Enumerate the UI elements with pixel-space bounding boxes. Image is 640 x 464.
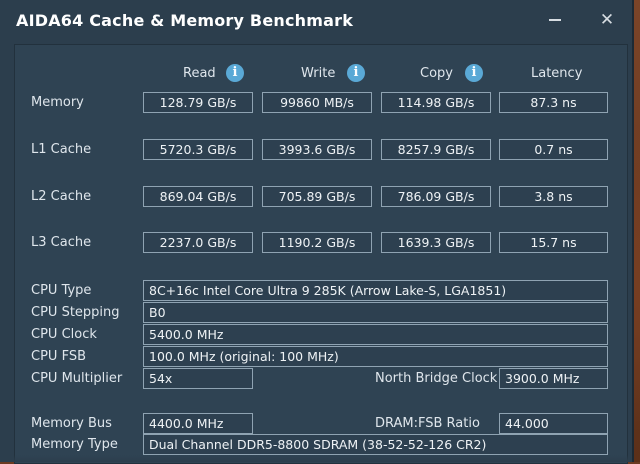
cpu-type-value: 8C+16c Intel Core Ultra 9 285K (Arrow La… [143,280,608,301]
window-title: AIDA64 Cache & Memory Benchmark [16,11,354,30]
l3-read-value: 2237.0 GB/s [143,232,253,253]
header-copy: Copy [420,66,453,81]
header-write: Write [301,66,336,81]
close-button[interactable]: ✕ [592,8,622,32]
l3-latency-value: 15.7 ns [499,232,608,253]
l2-latency-value: 3.8 ns [499,186,608,207]
cpu-stepping-label: CPU Stepping [31,305,120,320]
memory-copy-value: 114.98 GB/s [381,92,491,113]
memory-type-value: Dual Channel DDR5-8800 SDRAM (38-52-52-1… [143,434,608,455]
cpu-fsb-value: 100.0 MHz (original: 100 MHz) [143,346,608,367]
row-label-l3-cache: L3 Cache [31,235,92,250]
close-icon: ✕ [599,10,615,30]
memory-type-label: Memory Type [31,437,118,452]
minimize-icon [549,19,561,21]
memory-read-value: 128.79 GB/s [143,92,253,113]
l1-read-value: 5720.3 GB/s [143,139,253,160]
north-bridge-clock-label: North Bridge Clock [375,371,498,386]
cpu-multiplier-label: CPU Multiplier [31,371,123,386]
row-label-l1-cache: L1 Cache [31,142,92,157]
memory-write-value: 99860 MB/s [262,92,372,113]
l2-read-value: 869.04 GB/s [143,186,253,207]
dram-fsb-ratio-label: DRAM:FSB Ratio [375,416,480,431]
row-label-memory: Memory [31,95,84,110]
memory-bus-value: 4400.0 MHz [143,413,253,434]
copy-info-icon[interactable]: i [465,64,483,82]
l3-copy-value: 1639.3 GB/s [381,232,491,253]
memory-bus-label: Memory Bus [31,416,112,431]
benchmark-panel [14,44,628,464]
write-info-icon[interactable]: i [347,64,365,82]
cropped-next-row [0,455,632,462]
l2-write-value: 705.89 GB/s [262,186,372,207]
cpu-type-label: CPU Type [31,283,92,298]
cpu-clock-label: CPU Clock [31,327,97,342]
minimize-button[interactable] [540,8,570,32]
l2-copy-value: 786.09 GB/s [381,186,491,207]
dram-fsb-ratio-value: 44.000 [499,413,608,434]
cpu-multiplier-value: 54x [143,368,253,389]
cpu-fsb-label: CPU FSB [31,349,86,364]
l3-write-value: 1190.2 GB/s [262,232,372,253]
title-bar[interactable]: AIDA64 Cache & Memory Benchmark ✕ [0,0,632,40]
cpu-clock-value: 5400.0 MHz [143,324,608,345]
row-label-l2-cache: L2 Cache [31,189,92,204]
read-info-icon[interactable]: i [226,64,244,82]
l1-latency-value: 0.7 ns [499,139,608,160]
l1-write-value: 3993.6 GB/s [262,139,372,160]
memory-latency-value: 87.3 ns [499,92,608,113]
north-bridge-clock-value: 3900.0 MHz [499,368,608,389]
cpu-stepping-value: B0 [143,302,608,323]
header-latency: Latency [531,66,583,81]
l1-copy-value: 8257.9 GB/s [381,139,491,160]
header-read: Read [183,66,216,81]
